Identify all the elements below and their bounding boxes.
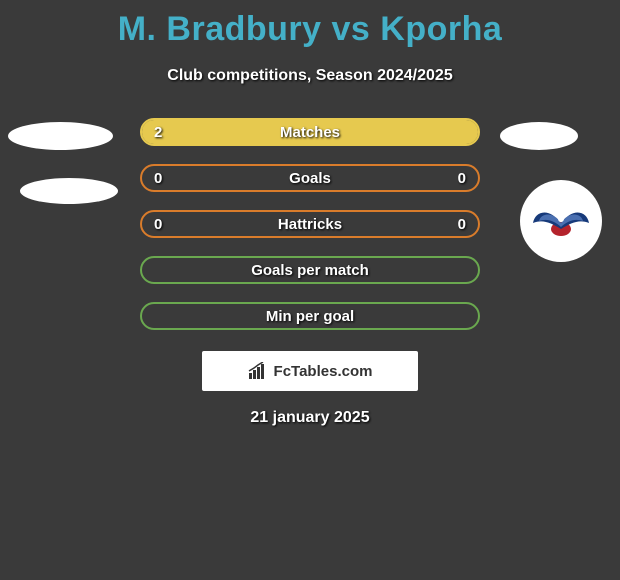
stat-row: Goals per match (0, 247, 620, 293)
date-label: 21 january 2025 (0, 409, 620, 427)
stat-row: Min per goal (0, 293, 620, 339)
stat-label: Matches (280, 124, 340, 141)
stat-value-left: 2 (154, 124, 162, 141)
subtitle: Club competitions, Season 2024/2025 (0, 67, 620, 85)
stat-row: 0 0 Goals (0, 155, 620, 201)
stats-container: 2 Matches 0 0 Goals 0 0 Hattricks Goals per matc… (0, 109, 620, 339)
stat-row: 2 Matches (0, 109, 620, 155)
stat-value-right: 0 (458, 216, 466, 233)
stat-bar: 0 0 Goals (140, 164, 480, 192)
stat-label: Goals (289, 170, 331, 187)
stat-value-left: 0 (154, 216, 162, 233)
stat-bar: Min per goal (140, 302, 480, 330)
stat-value-right: 0 (458, 170, 466, 187)
stat-label: Goals per match (251, 262, 369, 279)
stat-value-left: 0 (154, 170, 162, 187)
stat-row: 0 0 Hattricks (0, 201, 620, 247)
stat-bar: 2 Matches (140, 118, 480, 146)
bars-chart-icon (248, 362, 268, 380)
brand-badge: FcTables.com (202, 351, 418, 391)
stat-label: Hattricks (278, 216, 342, 233)
stat-bar: Goals per match (140, 256, 480, 284)
stat-bar: 0 0 Hattricks (140, 210, 480, 238)
stat-label: Min per goal (266, 308, 354, 325)
page-title: M. Bradbury vs Kporha (0, 0, 620, 49)
brand-name: FcTables.com (274, 363, 373, 380)
